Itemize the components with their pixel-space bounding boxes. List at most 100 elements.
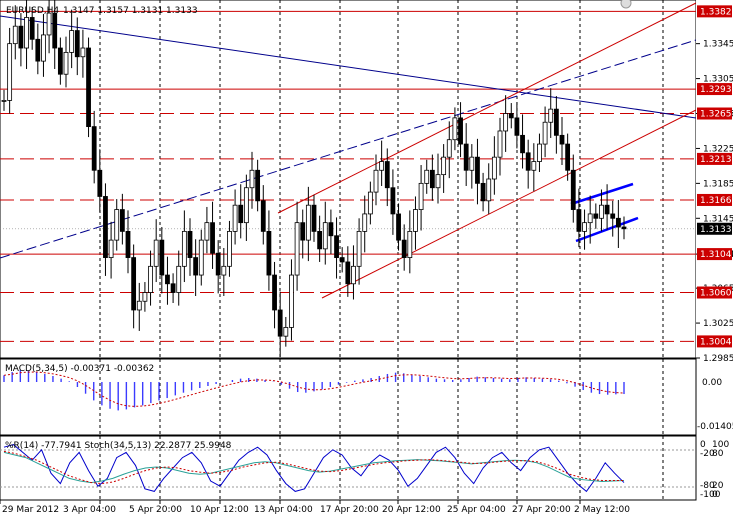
candle-body-1	[7, 43, 13, 101]
price-axis[interactable]: 1.33451.33051.32651.32251.31851.31451.31…	[696, 0, 733, 364]
level-label-bg-7	[697, 335, 732, 348]
candle-body-20	[114, 209, 120, 241]
level-label-3: 1.3213	[700, 155, 732, 165]
candle-body-79	[446, 139, 452, 158]
price-tick-4: 1.3185	[703, 179, 733, 189]
time-axis[interactable]: 29 Mar 2012 3 Apr 04:00 5 Apr 20:00 10 Apr …	[0, 500, 630, 515]
candle-body-21	[119, 209, 125, 232]
candle-body-58	[328, 222, 334, 237]
candle-body-69	[390, 187, 396, 215]
price-tick-1: 1.3305	[703, 75, 733, 85]
candle-body-46	[260, 200, 266, 232]
candle-body-23	[131, 257, 137, 311]
oscillator-label: %R(14) -77.7941 Stoch(34,5,13) 22.2877 2…	[5, 441, 232, 451]
price-pane-frame	[0, 0, 697, 359]
time-tick-1: 3 Apr 04:00	[63, 505, 116, 515]
candle-body-37	[210, 222, 215, 254]
candle-body-2	[12, 25, 18, 45]
candle-body-104	[587, 213, 593, 224]
williams-r-line	[3, 444, 625, 493]
price-tick-9: 1.2985	[703, 354, 733, 364]
candle-body-52	[294, 222, 300, 276]
current-price-label: 1.3133	[700, 225, 732, 235]
candle-body-68	[384, 161, 390, 189]
osc-tick-left-80: 80	[712, 449, 724, 459]
candle-body-42	[238, 204, 244, 224]
macd-signal-line	[3, 371, 625, 407]
level-label-0: 1.3382	[700, 7, 732, 17]
candle-body-45	[255, 169, 261, 202]
channel-lower-line[interactable]	[321, 109, 697, 299]
price-tick-0: 1.3345	[703, 40, 733, 50]
candle-body-86	[486, 178, 492, 202]
candle-body-110	[621, 226, 627, 230]
downtrend-line[interactable]	[0, 15, 697, 119]
candle-body-72	[407, 230, 413, 258]
candle-body-36	[204, 222, 210, 241]
candle-body-73	[413, 209, 418, 232]
symbol-label: EURUSD,H4	[6, 6, 59, 16]
candle-body-10	[57, 47, 63, 75]
candle-body-19	[108, 239, 114, 258]
candle-body-14	[80, 47, 86, 58]
osc-tick-right-80: -80	[700, 481, 715, 491]
candle-body-47	[266, 230, 272, 276]
candle-body-31	[176, 265, 182, 293]
candle-body-26	[148, 265, 153, 293]
level-label-7: 1.3004	[700, 337, 732, 347]
candle-body-78	[441, 156, 447, 176]
level-label-bg-4	[697, 193, 732, 206]
oscillator-pane[interactable]: %R(14) -77.7941 Stoch(34,5,13) 22.2877 2…	[0, 435, 729, 501]
candle-body-32	[181, 230, 187, 267]
candle-body-25	[142, 292, 148, 302]
candle-body-44	[249, 169, 255, 189]
candle-body-96	[542, 121, 548, 145]
candle-body-102	[576, 209, 582, 232]
candle-body-108	[610, 213, 616, 219]
level-label-bg-0	[697, 5, 732, 18]
level-label-1: 1.3293	[700, 85, 732, 95]
level-label-bg-2	[697, 107, 732, 120]
osc-tick-right-20: -20	[700, 449, 715, 459]
candle-body-106	[599, 204, 604, 219]
close-chart-icon[interactable]	[620, 0, 632, 9]
osc-tick-right-100: -100	[700, 490, 721, 500]
candle-body-33	[187, 230, 193, 258]
candle-body-0	[1, 100, 7, 102]
candle-body-76	[429, 169, 435, 189]
price-tick-3: 1.3225	[703, 144, 733, 154]
level-label-bg-1	[697, 83, 732, 96]
candle-body-70	[396, 213, 401, 241]
candle-body-100	[565, 143, 571, 171]
candle-body-71	[401, 239, 407, 258]
candle-body-92	[520, 134, 525, 154]
candle-body-43	[243, 187, 249, 224]
candle-body-75	[424, 169, 430, 184]
time-tick-0: 29 Mar 2012	[2, 505, 59, 515]
flag-upper-line[interactable]	[570, 182, 634, 206]
price-candles	[1, 0, 627, 358]
macd-vertical-grid	[99, 359, 664, 435]
level-label-bg-5	[697, 248, 732, 261]
price-pane[interactable]: EURUSD,H4 1.3147 1.3157 1.3131 1.3133	[0, 0, 697, 359]
candle-body-17	[97, 169, 103, 197]
channel-upper-line[interactable]	[277, 2, 697, 214]
candle-body-95	[537, 143, 542, 162]
candle-body-84	[475, 156, 480, 184]
time-tick-5: 17 Apr 20:00	[320, 505, 379, 515]
candle-body-101	[570, 169, 576, 210]
candle-body-83	[469, 156, 475, 171]
level-label-bg-6	[697, 286, 732, 299]
candle-body-3	[18, 25, 24, 49]
candle-body-39	[221, 265, 227, 276]
candle-body-12	[69, 30, 75, 53]
candle-body-60	[339, 257, 345, 263]
time-tick-2: 5 Apr 20:00	[129, 505, 182, 515]
candle-body-105	[593, 213, 599, 219]
level-label-5: 1.3104	[700, 250, 732, 260]
macd-pane[interactable]: MACD(5,34,5) -0.00371 -0.00362 0.00 -0.0…	[0, 358, 733, 436]
candle-body-80	[452, 117, 458, 141]
candle-body-89	[503, 113, 509, 132]
candle-body-109	[615, 217, 621, 228]
